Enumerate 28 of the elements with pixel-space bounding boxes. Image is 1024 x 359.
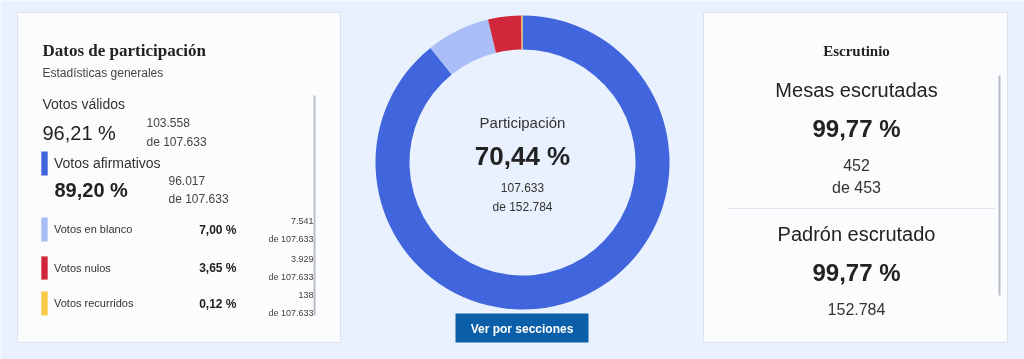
data-label: 7,00 % [199, 222, 237, 237]
text: 107.633 de 152.784 [492, 181, 553, 214]
text: 7.541 de 107.633 [268, 215, 314, 244]
text: 99,77 % [812, 259, 901, 286]
data-label: 3,65 % [199, 261, 237, 275]
text: 152.784 [827, 300, 886, 318]
text: 96,21 % [42, 121, 117, 144]
text: 99,77 % [812, 115, 901, 142]
text: 70,44 % [474, 140, 571, 171]
legend-label: Votos nulos [54, 260, 111, 276]
legend-label: Votos afirmativos [54, 154, 161, 173]
text: Escrutinio [823, 42, 890, 59]
text: 103.558 de 107.633 [146, 116, 207, 149]
text: 96.017 de 107.633 [168, 174, 229, 206]
data-label: 89,20 % [54, 178, 129, 201]
text: Padrón escrutado [777, 222, 936, 245]
text: Ver por secciones [470, 321, 574, 336]
text: Votos válidos [42, 95, 125, 112]
text: Datos de participación [42, 41, 207, 60]
text: 3.929 de 107.633 [268, 254, 314, 282]
legend-label: Votos recurridos [54, 296, 134, 311]
legend-label: Votos en blanco [54, 222, 133, 237]
text: 452 de 453 [832, 156, 882, 196]
text: Mesas escrutadas [775, 78, 938, 101]
text: Participación [479, 114, 566, 131]
text: 138 de 107.633 [268, 289, 314, 318]
data-label: 0,12 % [199, 296, 237, 311]
text: Estadísticas generales [42, 65, 164, 80]
